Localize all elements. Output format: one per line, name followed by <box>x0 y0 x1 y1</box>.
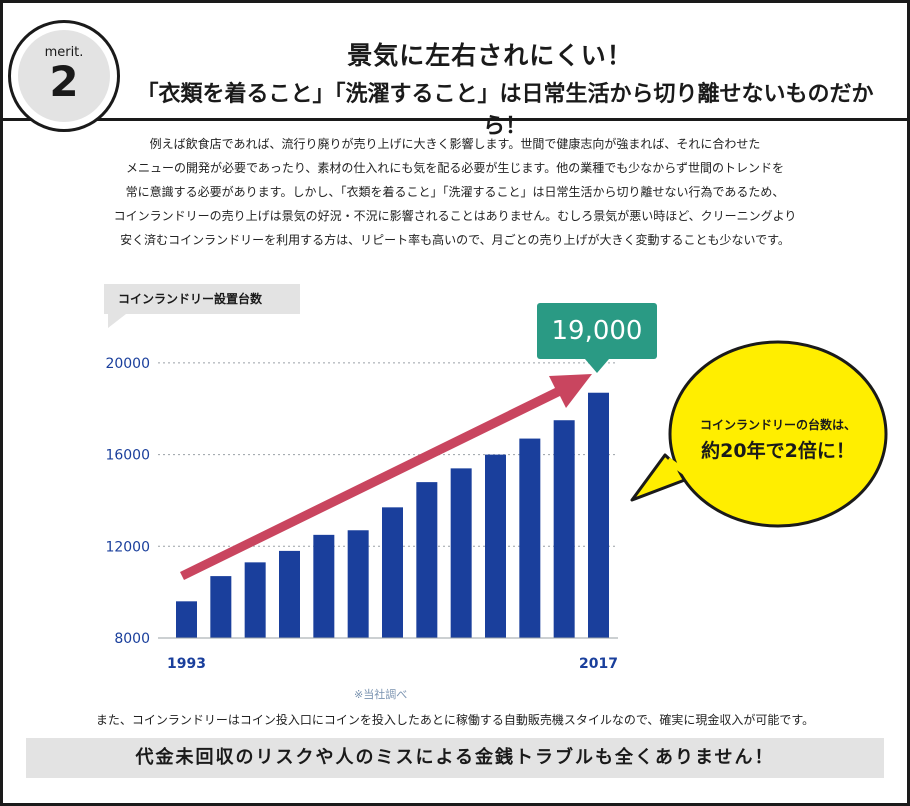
bar <box>244 562 266 638</box>
y-tick-label: 20000 <box>105 356 150 372</box>
chart-title-label: コインランドリー設置台数 <box>104 284 300 314</box>
intro-line: コインランドリーの売り上げは景気の好況・不況に影響されることはありません。むしろ… <box>113 209 797 223</box>
merit-badge-inner: merit. 2 <box>18 30 110 122</box>
header-divider <box>0 118 910 121</box>
chart-title-tail <box>108 314 126 328</box>
intro-line: 安く済むコインランドリーを利用する方は、リピート率も高いので、月ごとの売り上げが… <box>120 233 790 247</box>
y-tick-label: 16000 <box>105 448 150 464</box>
intro-text: 例えば飲食店であれば、流行り廃りが売り上げに大きく影響します。世間で健康志向が強… <box>40 132 870 252</box>
speech-bubble-joint <box>666 457 692 479</box>
bar <box>450 468 472 638</box>
merit-label: merit. <box>44 45 84 60</box>
bar <box>382 507 403 638</box>
intro-line: 例えば飲食店であれば、流行り廃りが売り上げに大きく影響します。世間で健康志向が強… <box>149 137 761 151</box>
bar <box>519 438 541 638</box>
bar <box>485 454 506 638</box>
bar <box>210 576 232 638</box>
y-tick-label: 8000 <box>114 631 150 647</box>
bar <box>279 550 300 638</box>
x-tick-label: 2017 <box>579 656 618 672</box>
speech-bubble <box>668 340 888 528</box>
trend-arrow <box>180 374 592 580</box>
bar <box>588 392 609 638</box>
bubble-text-line2: 約20年で2倍に！ <box>701 440 855 462</box>
page-title: 景気に左右されにくい！ <box>347 41 633 70</box>
bar <box>416 482 438 638</box>
y-tick-label: 12000 <box>105 539 150 555</box>
footer-banner: 代金未回収のリスクや人のミスによる金銭トラブルも全くありません！ <box>26 738 884 778</box>
bubble-text-line1: コインランドリーの台数は、 <box>699 418 856 432</box>
intro-line: メニューの開発が必要であったり、素材の仕入れにも気を配る必要が生じます。他の業種… <box>126 161 784 175</box>
bar <box>176 601 197 638</box>
footer-note: また、コインランドリーはコイン投入口にコインを投入したあとに稼働する自動販売機ス… <box>95 713 815 727</box>
page-subtitle: 「衣類を着ること」「洗濯すること」は日常生活から切り離せないものだから！ <box>136 82 874 139</box>
merit-number: 2 <box>49 57 79 106</box>
bar <box>347 530 369 638</box>
x-tick-label: 1993 <box>167 656 206 672</box>
intro-line: 常に意識する必要があります。しかし、「衣類を着ること」「洗濯すること」は日常生活… <box>125 185 785 199</box>
bar <box>313 534 335 638</box>
source-note: ※当社調べ <box>354 688 408 701</box>
value-callout-tail <box>585 359 609 373</box>
bar <box>553 420 575 638</box>
value-callout: 19,000 <box>537 303 657 359</box>
